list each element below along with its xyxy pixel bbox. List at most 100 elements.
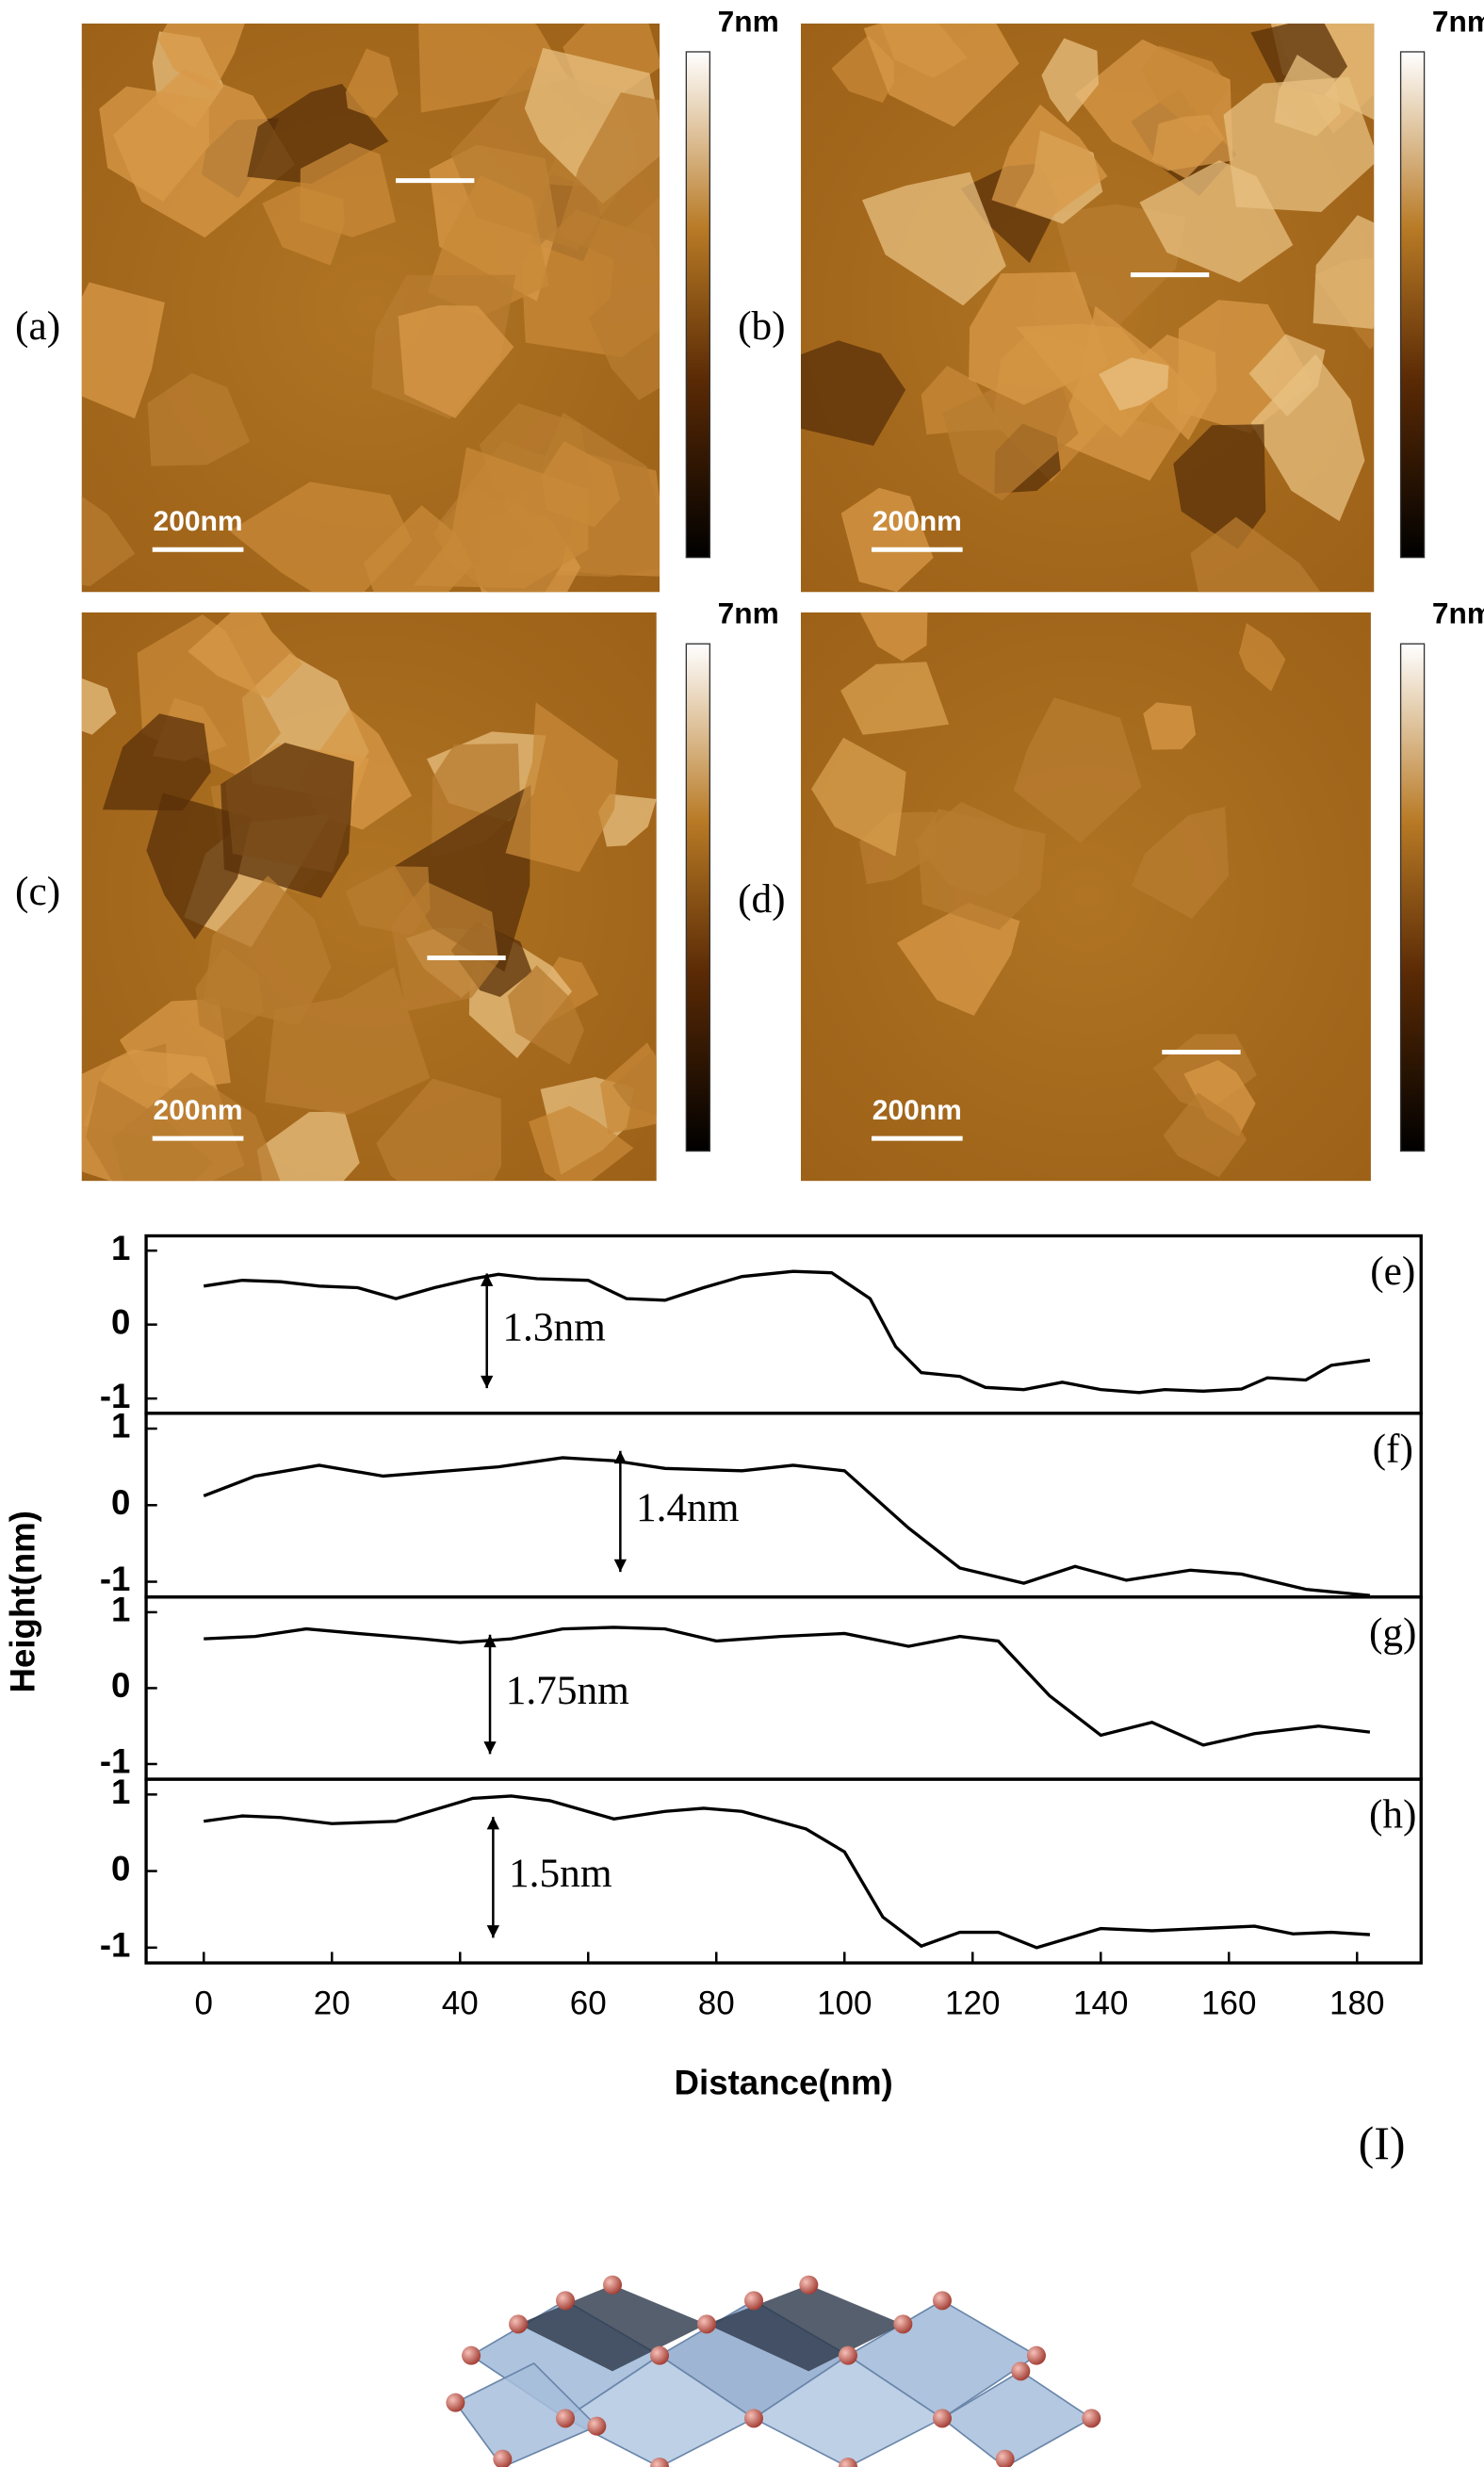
flake xyxy=(395,784,531,972)
flake xyxy=(398,304,514,418)
flake xyxy=(541,441,621,528)
panel-label: (e) xyxy=(1370,1249,1415,1294)
atom xyxy=(556,2409,576,2428)
panel-label: (d) xyxy=(738,876,786,922)
y-tick-label: 0 xyxy=(111,1483,130,1522)
y-tick-label: 1 xyxy=(111,1591,130,1629)
y-tick-label: 1 xyxy=(111,1229,130,1267)
flake xyxy=(1163,1092,1248,1178)
profile-line xyxy=(203,1456,1371,1597)
flake xyxy=(256,1111,360,1182)
flake xyxy=(1130,334,1217,441)
atom xyxy=(697,2314,717,2334)
x-tick-label: 20 xyxy=(314,1985,351,2021)
flake xyxy=(1041,38,1099,123)
flake xyxy=(1053,204,1186,331)
flake xyxy=(1238,623,1286,692)
colorbar xyxy=(1399,51,1426,559)
profile-line xyxy=(203,1269,1371,1395)
flake xyxy=(262,186,345,266)
flake xyxy=(588,283,660,400)
plot-frame xyxy=(144,1412,1423,1599)
flake xyxy=(81,282,165,419)
colorbar xyxy=(685,51,711,559)
flake xyxy=(102,713,211,811)
plot-frame xyxy=(144,1777,1423,1965)
flake xyxy=(1131,807,1230,920)
atom xyxy=(995,2449,1015,2467)
atom xyxy=(838,2345,857,2365)
colorbar-label: 7nm xyxy=(718,596,779,630)
flake xyxy=(505,702,619,873)
profile-line xyxy=(204,1794,1371,1950)
flake xyxy=(800,340,906,446)
x-tick-label: 40 xyxy=(442,1985,479,2021)
afm-image xyxy=(800,612,1371,1182)
scale-bar-label: 200nm xyxy=(154,506,243,537)
height-annotation: 1.75nm xyxy=(506,1668,629,1713)
y-tick-label: -1 xyxy=(100,1926,131,1965)
flake xyxy=(220,743,354,899)
flake xyxy=(364,505,473,593)
flake xyxy=(203,875,332,1026)
arrow-head xyxy=(613,1450,628,1573)
flake xyxy=(863,23,1019,127)
flake xyxy=(840,487,934,593)
x-axis-label: Distance(nm) xyxy=(675,2064,893,2102)
colorbar-label: 7nm xyxy=(1432,596,1484,630)
flake xyxy=(612,1050,657,1116)
panel-label: (c) xyxy=(15,869,60,914)
flake xyxy=(1152,114,1225,179)
flake xyxy=(896,902,1020,1016)
panel-label: (f) xyxy=(1373,1426,1413,1471)
panel-label: (h) xyxy=(1369,1792,1417,1838)
x-tick-label: 180 xyxy=(1329,1985,1384,2021)
structure-label: (I) xyxy=(1359,2116,1406,2169)
height-annotation: 1.5nm xyxy=(509,1851,612,1896)
plot-frame xyxy=(144,1595,1423,1781)
scale-bar-label: 200nm xyxy=(872,506,962,537)
atom xyxy=(1026,2345,1046,2365)
afm-features xyxy=(800,23,1375,593)
flake xyxy=(376,1078,502,1182)
y-tick-label: -1 xyxy=(100,1742,131,1781)
flake xyxy=(810,737,906,857)
scale-bar-label: 200nm xyxy=(154,1095,243,1126)
x-tick-label: 160 xyxy=(1201,1985,1256,2021)
colorbar xyxy=(1399,643,1426,1152)
height-annotation: 1.4nm xyxy=(636,1485,740,1530)
flake xyxy=(1143,702,1197,750)
afm-features xyxy=(810,612,1286,1178)
panel-label: (b) xyxy=(738,303,786,349)
flake xyxy=(1274,54,1342,137)
flake xyxy=(1183,1060,1256,1137)
atom xyxy=(743,2409,763,2428)
flake xyxy=(157,23,245,92)
colorbar-label: 7nm xyxy=(1432,4,1484,38)
atom xyxy=(932,2291,952,2311)
x-tick-label: 100 xyxy=(817,1985,872,2021)
x-tick-label: 120 xyxy=(945,1985,1000,2021)
flake xyxy=(99,86,210,202)
flake xyxy=(345,48,399,119)
plot-frame xyxy=(144,1234,1423,1415)
flake xyxy=(529,1105,634,1182)
atom xyxy=(743,2291,763,2311)
flake xyxy=(1190,516,1321,593)
y-tick-label: 1 xyxy=(111,1407,130,1446)
atom xyxy=(1011,2361,1031,2381)
flake xyxy=(418,23,569,113)
flake xyxy=(840,662,950,735)
height-annotation: 1.3nm xyxy=(502,1304,606,1349)
atom xyxy=(650,2345,670,2365)
atom xyxy=(650,2458,670,2467)
y-tick-label: 0 xyxy=(111,1302,130,1341)
atom xyxy=(799,2275,819,2295)
flake xyxy=(1013,697,1142,843)
flake xyxy=(1099,357,1169,411)
arrow-head xyxy=(486,1817,500,1938)
atom xyxy=(1082,2409,1101,2428)
atom xyxy=(838,2458,857,2467)
structure-drawing xyxy=(446,2275,1101,2467)
atom xyxy=(932,2409,952,2428)
